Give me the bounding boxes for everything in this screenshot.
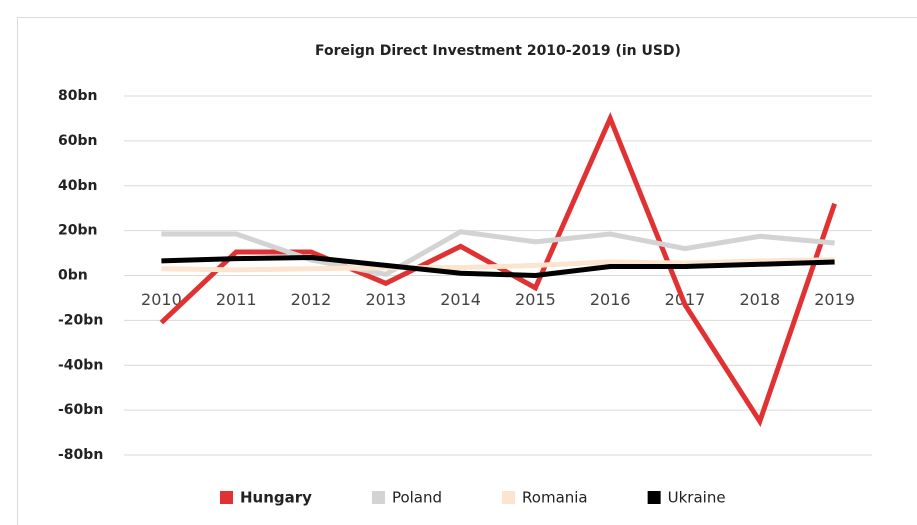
- x-tick-label: 2015: [515, 290, 556, 309]
- y-tick-label: 80bn: [58, 88, 97, 104]
- chart-border: [17, 17, 917, 525]
- y-tick-label: 20bn: [58, 223, 97, 239]
- legend-swatch: [502, 491, 516, 504]
- legend-label: Hungary: [240, 489, 312, 507]
- x-tick-label: 2016: [590, 290, 631, 309]
- y-tick-label: 60bn: [58, 133, 97, 149]
- legend-label: Poland: [392, 489, 442, 507]
- x-tick-label: 2019: [814, 290, 855, 309]
- y-tick-label: 40bn: [58, 178, 97, 194]
- legend-label: Romania: [522, 489, 588, 507]
- y-tick-label: -40bn: [58, 357, 103, 373]
- y-tick-label: -60bn: [58, 402, 103, 418]
- chart-title: Foreign Direct Investment 2010-2019 (in …: [315, 43, 681, 59]
- x-tick-label: 2012: [291, 290, 332, 309]
- x-tick-label: 2014: [440, 290, 481, 309]
- x-tick-label: 2011: [216, 290, 257, 309]
- y-tick-label: -80bn: [58, 447, 103, 463]
- series-line: [161, 229, 835, 278]
- legend-swatch: [647, 491, 661, 504]
- y-tick-label: -20bn: [58, 312, 103, 328]
- legend-label: Ukraine: [668, 489, 726, 507]
- series-line: [161, 255, 835, 279]
- legend-swatch: [220, 491, 233, 504]
- series-line: [161, 257, 835, 273]
- x-tick-label: 2010: [141, 290, 182, 309]
- legend-swatch: [371, 491, 385, 504]
- x-tick-label: 2018: [739, 290, 780, 309]
- y-tick-label: 0bn: [58, 268, 88, 284]
- x-tick-label: 2013: [365, 290, 406, 309]
